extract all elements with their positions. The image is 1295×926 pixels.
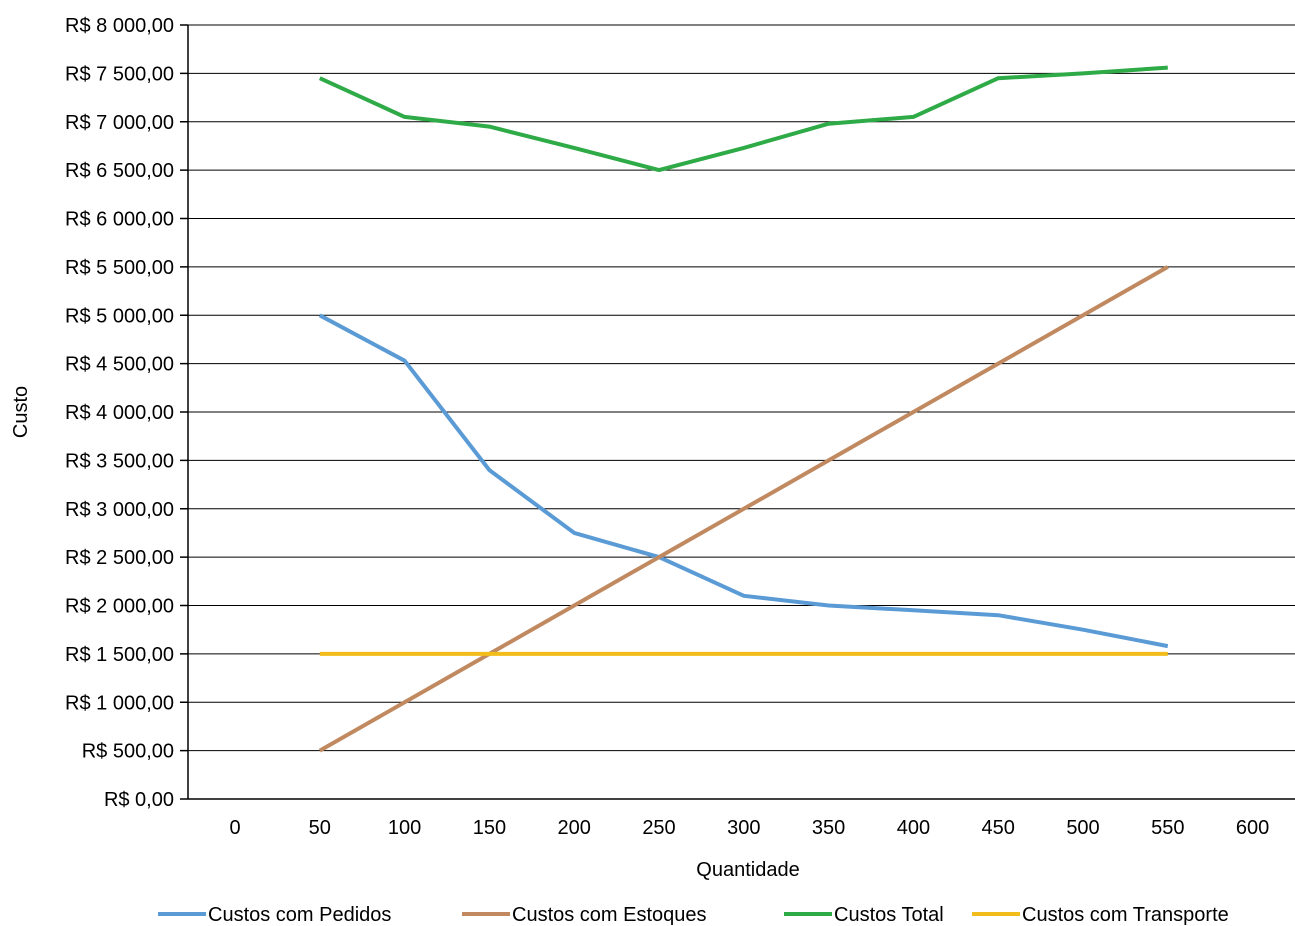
x-tick-label: 400 xyxy=(897,817,930,839)
y-tick-label: R$ 3 000,00 xyxy=(65,499,174,521)
y-tick-labels: R$ 0,00 R$ 500,00 R$ 1 000,00 R$ 1 500,00 R$… xyxy=(65,15,188,811)
legend-label-3: Custos com Transporte xyxy=(1022,904,1229,926)
x-axis-title: Quantidade xyxy=(696,859,799,881)
x-tick-label: 450 xyxy=(982,817,1015,839)
legend: Custos com Pedidos Custos com Estoques Cus… xyxy=(158,904,1229,926)
y-tick-label: R$ 0,00 xyxy=(104,789,174,811)
y-axis-title: Custo xyxy=(10,386,32,438)
x-tick-label: 550 xyxy=(1151,817,1184,839)
x-tick-label: 50 xyxy=(309,817,331,839)
x-tick-label: 500 xyxy=(1066,817,1099,839)
series-line-1 xyxy=(318,265,1169,753)
y-tick-label: R$ 1 500,00 xyxy=(65,644,174,666)
y-tick-label: R$ 1 000,00 xyxy=(65,692,174,714)
series-lines xyxy=(318,65,1169,753)
y-tick-label: R$ 8 000,00 xyxy=(65,15,174,37)
y-tick-label: R$ 4 500,00 xyxy=(65,354,174,376)
x-tick-label: 300 xyxy=(727,817,760,839)
x-tick-label: 100 xyxy=(388,817,421,839)
y-tick-label: R$ 5 000,00 xyxy=(65,305,174,327)
x-tick-label: 150 xyxy=(473,817,506,839)
y-tick-label: R$ 7 500,00 xyxy=(65,63,174,85)
y-tick-label: R$ 2 500,00 xyxy=(65,547,174,569)
legend-label-0: Custos com Pedidos xyxy=(208,904,391,926)
y-tick-label: R$ 6 000,00 xyxy=(65,209,174,231)
y-tick-label: R$ 3 500,00 xyxy=(65,450,174,472)
y-tick-label: R$ 7 000,00 xyxy=(65,112,174,134)
x-tick-label: 600 xyxy=(1236,817,1269,839)
series-line-2 xyxy=(318,65,1168,173)
x-tick-label: 350 xyxy=(812,817,845,839)
x-tick-label: 200 xyxy=(558,817,591,839)
y-tick-label: R$ 6 500,00 xyxy=(65,160,174,182)
y-tick-label: R$ 500,00 xyxy=(82,741,174,763)
legend-label-1: Custos com Estoques xyxy=(512,904,707,926)
y-tick-label: R$ 5 500,00 xyxy=(65,257,174,279)
x-tick-labels: 0 50 100 150 200 250 300 350 400 450 500 550 600 xyxy=(229,817,1269,839)
x-tick-label: 0 xyxy=(229,817,240,839)
y-tick-label: R$ 4 000,00 xyxy=(65,402,174,424)
y-tick-label: R$ 2 000,00 xyxy=(65,596,174,618)
series-line-0 xyxy=(318,313,1169,649)
x-tick-label: 250 xyxy=(642,817,675,839)
legend-label-2: Custos Total xyxy=(834,904,944,926)
gridlines xyxy=(188,24,1295,752)
